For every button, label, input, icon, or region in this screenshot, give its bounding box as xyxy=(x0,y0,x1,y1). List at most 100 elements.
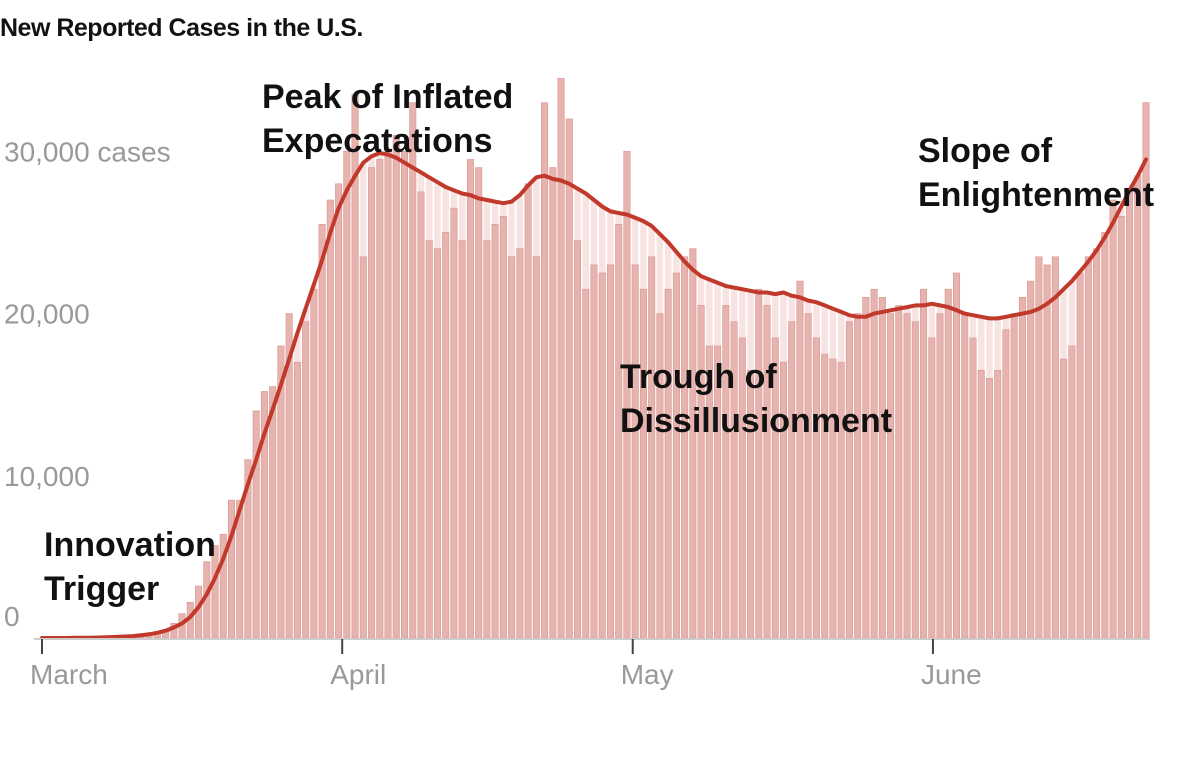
average-gap-shade xyxy=(500,203,507,217)
daily-cases-bar xyxy=(985,378,993,639)
annotation-slope-line: Enlightenment xyxy=(918,176,1154,214)
daily-cases-bar xyxy=(1084,256,1092,639)
annotation-peak-line: Peak of Inflated xyxy=(262,78,513,116)
average-gap-shade xyxy=(1118,206,1125,217)
average-gap-shade xyxy=(673,251,680,273)
average-gap-shade xyxy=(1060,289,1067,359)
average-gap-shade xyxy=(417,172,425,192)
average-gap-shade xyxy=(360,162,367,257)
average-gap-shade xyxy=(804,300,812,314)
daily-cases-bar xyxy=(343,151,351,639)
x-axis-ticks: March April May June xyxy=(30,639,982,690)
y-tick-label: 30,000 cases xyxy=(4,136,171,167)
daily-cases-bar xyxy=(1134,175,1142,639)
daily-cases-bar xyxy=(1101,232,1109,639)
daily-cases-bar xyxy=(417,191,425,639)
daily-cases-bar xyxy=(1117,215,1125,639)
daily-cases-bar xyxy=(483,240,491,639)
annotation-slope-line: Slope of xyxy=(918,132,1053,170)
average-gap-shade xyxy=(1002,316,1010,330)
average-gap-shade xyxy=(829,308,837,359)
daily-cases-bar xyxy=(598,272,606,639)
average-gap-shade xyxy=(368,156,375,168)
average-gap-shade xyxy=(491,201,499,225)
daily-cases-bar xyxy=(903,313,911,639)
average-gap-shade xyxy=(936,305,944,314)
average-gap-shade xyxy=(631,217,639,265)
average-gap-shade xyxy=(434,182,441,249)
daily-cases-bar xyxy=(541,102,549,639)
daily-cases-bar xyxy=(491,224,499,639)
average-gap-shade xyxy=(928,303,936,338)
average-gap-shade xyxy=(458,193,466,241)
daily-cases-bar xyxy=(318,224,326,639)
daily-cases-bar xyxy=(508,256,516,639)
daily-cases-bar xyxy=(821,353,829,639)
daily-cases-bar xyxy=(450,207,458,639)
average-gap-shade xyxy=(697,276,705,306)
daily-cases-bar xyxy=(326,199,334,639)
daily-cases-bar xyxy=(574,240,582,639)
daily-cases-bar xyxy=(870,288,878,639)
daily-cases-bar xyxy=(252,410,260,639)
daily-cases-bar xyxy=(1076,272,1084,639)
average-gap-shade xyxy=(747,290,754,371)
y-tick-label: 10,000 xyxy=(4,461,90,492)
average-gap-shade xyxy=(994,318,1001,371)
average-gap-shade xyxy=(837,311,845,363)
average-gap-shade xyxy=(516,195,524,249)
daily-cases-bar xyxy=(1035,256,1043,639)
daily-cases-bar xyxy=(425,240,433,639)
daily-cases-bar xyxy=(631,264,639,639)
bars-layer xyxy=(71,78,1150,639)
daily-cases-bar xyxy=(911,321,919,639)
daily-cases-bar xyxy=(1010,313,1018,639)
daily-cases-bar xyxy=(1018,297,1026,639)
daily-cases-bar xyxy=(854,313,862,639)
daily-cases-bar xyxy=(302,321,310,639)
average-gap-shade xyxy=(599,206,606,273)
daily-cases-bar xyxy=(606,264,614,639)
daily-cases-bar xyxy=(928,337,936,639)
daily-cases-bar xyxy=(458,240,466,639)
daily-cases-bar xyxy=(293,361,301,639)
annotation-peak-line: Expecatations xyxy=(262,122,493,160)
average-gap-shade xyxy=(772,294,779,338)
daily-cases-bar xyxy=(1093,248,1101,639)
daily-cases-bar xyxy=(1109,199,1117,639)
daily-cases-bar xyxy=(565,118,573,639)
average-gap-shade xyxy=(426,177,433,241)
average-gap-shade xyxy=(590,200,598,265)
average-gap-shade xyxy=(656,234,664,314)
average-gap-shade xyxy=(706,279,713,346)
x-tick-label: March xyxy=(30,659,108,690)
average-gap-shade xyxy=(986,318,993,379)
daily-cases-bar xyxy=(878,297,886,639)
average-gap-shade xyxy=(1068,281,1076,346)
average-gap-shade xyxy=(846,315,853,322)
average-gap-shade xyxy=(302,308,309,322)
daily-cases-bar xyxy=(895,305,903,639)
daily-cases-bar xyxy=(812,337,820,639)
daily-cases-bar xyxy=(590,264,598,639)
annotation-innovation-line: Trigger xyxy=(44,570,159,608)
average-gap-shade xyxy=(582,193,589,290)
average-gap-shade xyxy=(739,289,746,338)
daily-cases-bar xyxy=(400,151,409,639)
average-gap-shade xyxy=(648,225,655,257)
average-gap-shade xyxy=(714,282,721,346)
annotation-trough-line: Trough of xyxy=(620,358,777,396)
average-gap-shade xyxy=(730,287,738,322)
average-gap-shade xyxy=(442,187,449,233)
daily-cases-bar xyxy=(944,288,952,639)
daily-cases-bar xyxy=(1068,345,1076,639)
average-gap-shade xyxy=(813,302,820,338)
y-axis-ticks: 0 10,000 20,000 30,000 cases xyxy=(4,136,171,632)
daily-cases-bar xyxy=(796,280,804,639)
daily-cases-bar xyxy=(648,256,656,639)
chart-title: New Reported Cases in the U.S. xyxy=(0,14,363,42)
average-gap-shade xyxy=(533,177,540,257)
average-gap-shade xyxy=(640,221,647,290)
average-gap-shade xyxy=(450,190,458,209)
